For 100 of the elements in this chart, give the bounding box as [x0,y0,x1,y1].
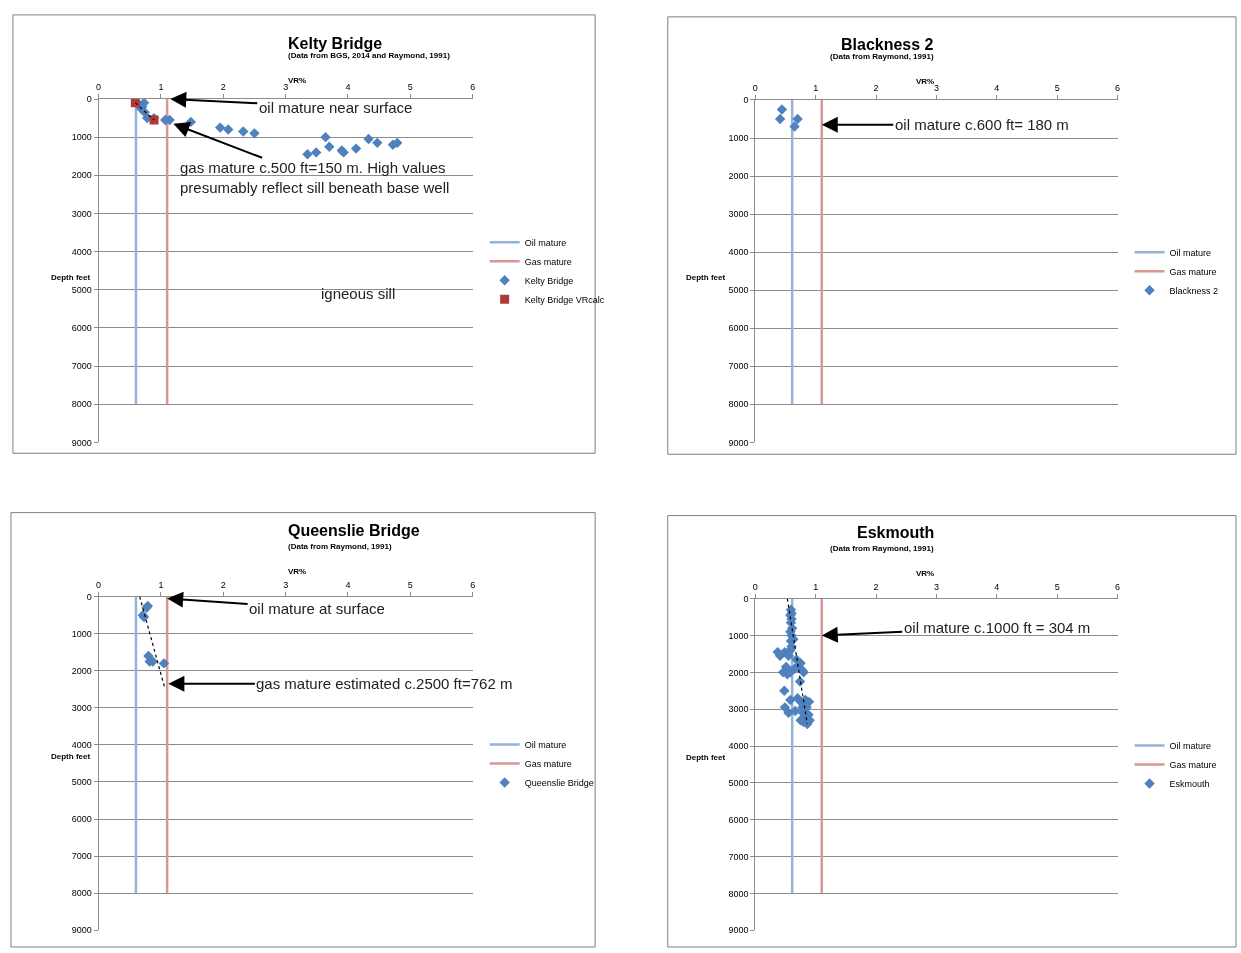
legend-label: Gas mature [524,256,572,267]
y-tick-label: 3000 [71,703,92,714]
y-tick-label: 8000 [728,888,749,899]
y-tick-label: 4000 [728,741,749,752]
x-tick-label: 6 [1115,83,1121,94]
y-tick-label: 6000 [728,814,749,825]
x-tick-label: 0 [96,580,102,591]
x-tick-label: 0 [752,83,758,94]
x-tick-label: 1 [158,82,164,93]
y-tick-label: 1000 [728,630,749,641]
x-tick-label: 4 [345,82,351,93]
y-axis-title: Depth feet [686,273,726,282]
y-tick-label: 1000 [728,133,749,144]
x-tick-label: 4 [345,580,351,591]
y-tick-label: 3000 [728,704,749,715]
x-tick-label: 1 [813,83,819,94]
y-tick-label: 5000 [728,778,749,789]
y-tick-label: 4000 [728,247,749,258]
x-tick-label: 3 [933,83,939,94]
x-tick-label: 5 [1054,83,1060,94]
y-tick-label: 3000 [728,209,749,220]
legend-label: Oil mature [1169,247,1212,258]
y-tick-label: 0 [86,94,92,105]
y-tick-label: 7000 [71,851,92,862]
x-tick-label: 4 [994,83,1000,94]
y-tick-label: 0 [743,95,749,106]
chart-subtitle: (Data from Raymond, 1991) [288,542,392,551]
x-tick-label: 2 [220,82,226,93]
x-tick-label: 6 [470,580,476,591]
legend-label: Kelty Bridge VRcalc [524,294,605,305]
annotation: igneous sill [321,285,396,302]
x-tick-label: 3 [283,580,289,591]
legend-label: Oil mature [524,739,567,750]
x-tick-label: 5 [407,82,413,93]
x-axis-title: VR% [916,77,935,86]
y-tick-label: 6000 [71,814,92,825]
y-tick-label: 6000 [728,323,749,334]
annotation: oil mature at surface [249,600,385,617]
y-tick-label: 9000 [71,925,92,936]
chart-title: Blackness 2 [841,36,934,53]
annotation: gas mature estimated c.2500 ft=762 m [256,675,513,692]
x-tick-label: 4 [994,582,1000,593]
y-tick-label: 0 [86,591,92,602]
y-axis-title: Depth feet [51,752,91,761]
x-tick-label: 0 [752,582,758,593]
x-tick-label: 6 [470,82,476,93]
y-tick-label: 8000 [71,888,92,899]
y-tick-label: 0 [743,593,749,604]
annotation: gas mature c.500 ft=150 m. High values presumably reflect sill beneath base well [180,159,450,196]
legend-label: Gas mature [1169,266,1217,277]
y-tick-label: 4000 [71,246,92,257]
legend-label: Kelty Bridge [524,275,574,286]
chart-title: Kelty Bridge [288,35,383,52]
y-tick-label: 8000 [728,399,749,410]
y-tick-label: 9000 [71,437,92,448]
y-tick-label: 8000 [71,399,92,410]
legend-label: Oil mature [524,237,567,248]
x-tick-label: 3 [283,82,289,93]
y-tick-label: 2000 [728,171,749,182]
legend-label: Queenslie Bridge [524,777,594,788]
chart-title: Eskmouth [857,524,935,541]
x-tick-label: 5 [407,580,413,591]
x-axis-title: VR% [288,76,307,85]
y-tick-label: 2000 [71,170,92,181]
x-axis-title: VR% [916,569,935,578]
legend-label: Eskmouth [1169,778,1210,789]
y-axis-title: Depth feet [51,273,91,282]
legend-label: Oil mature [1169,740,1212,751]
x-tick-label: 3 [933,582,939,593]
legend-label: Blackness 2 [1169,285,1219,296]
annotation: oil mature near surface [259,99,413,116]
annotation: oil mature c.600 ft= 180 m [895,116,1069,133]
x-tick-label: 1 [158,580,164,591]
legend-label: Gas mature [524,758,572,769]
y-tick-label: 7000 [728,361,749,372]
chart-title: Queenslie Bridge [288,522,420,539]
x-tick-label: 0 [96,82,102,93]
y-tick-label: 4000 [71,740,92,751]
y-tick-label: 2000 [728,667,749,678]
y-tick-label: 5000 [728,285,749,296]
x-tick-label: 5 [1054,582,1060,593]
x-axis-title: VR% [288,567,307,576]
y-tick-label: 6000 [71,323,92,334]
y-tick-label: 5000 [71,284,92,295]
annotation: oil mature c.1000 ft = 304 m [904,619,1091,636]
y-tick-label: 2000 [71,665,92,676]
x-tick-label: 2 [873,582,879,593]
y-tick-label: 1000 [71,132,92,143]
y-tick-label: 5000 [71,777,92,788]
y-axis-title: Depth feet [686,753,726,762]
y-tick-label: 7000 [71,361,92,372]
chart-subtitle: (Data from BGS, 2014 and Raymond, 1991) [288,51,451,60]
y-tick-label: 9000 [728,925,749,936]
y-tick-label: 1000 [71,628,92,639]
chart-subtitle: (Data from Raymond, 1991) [830,544,934,553]
y-tick-label: 3000 [71,208,92,219]
x-tick-label: 6 [1115,582,1121,593]
x-tick-label: 2 [873,83,879,94]
y-tick-label: 7000 [728,851,749,862]
legend-label: Gas mature [1169,759,1217,770]
